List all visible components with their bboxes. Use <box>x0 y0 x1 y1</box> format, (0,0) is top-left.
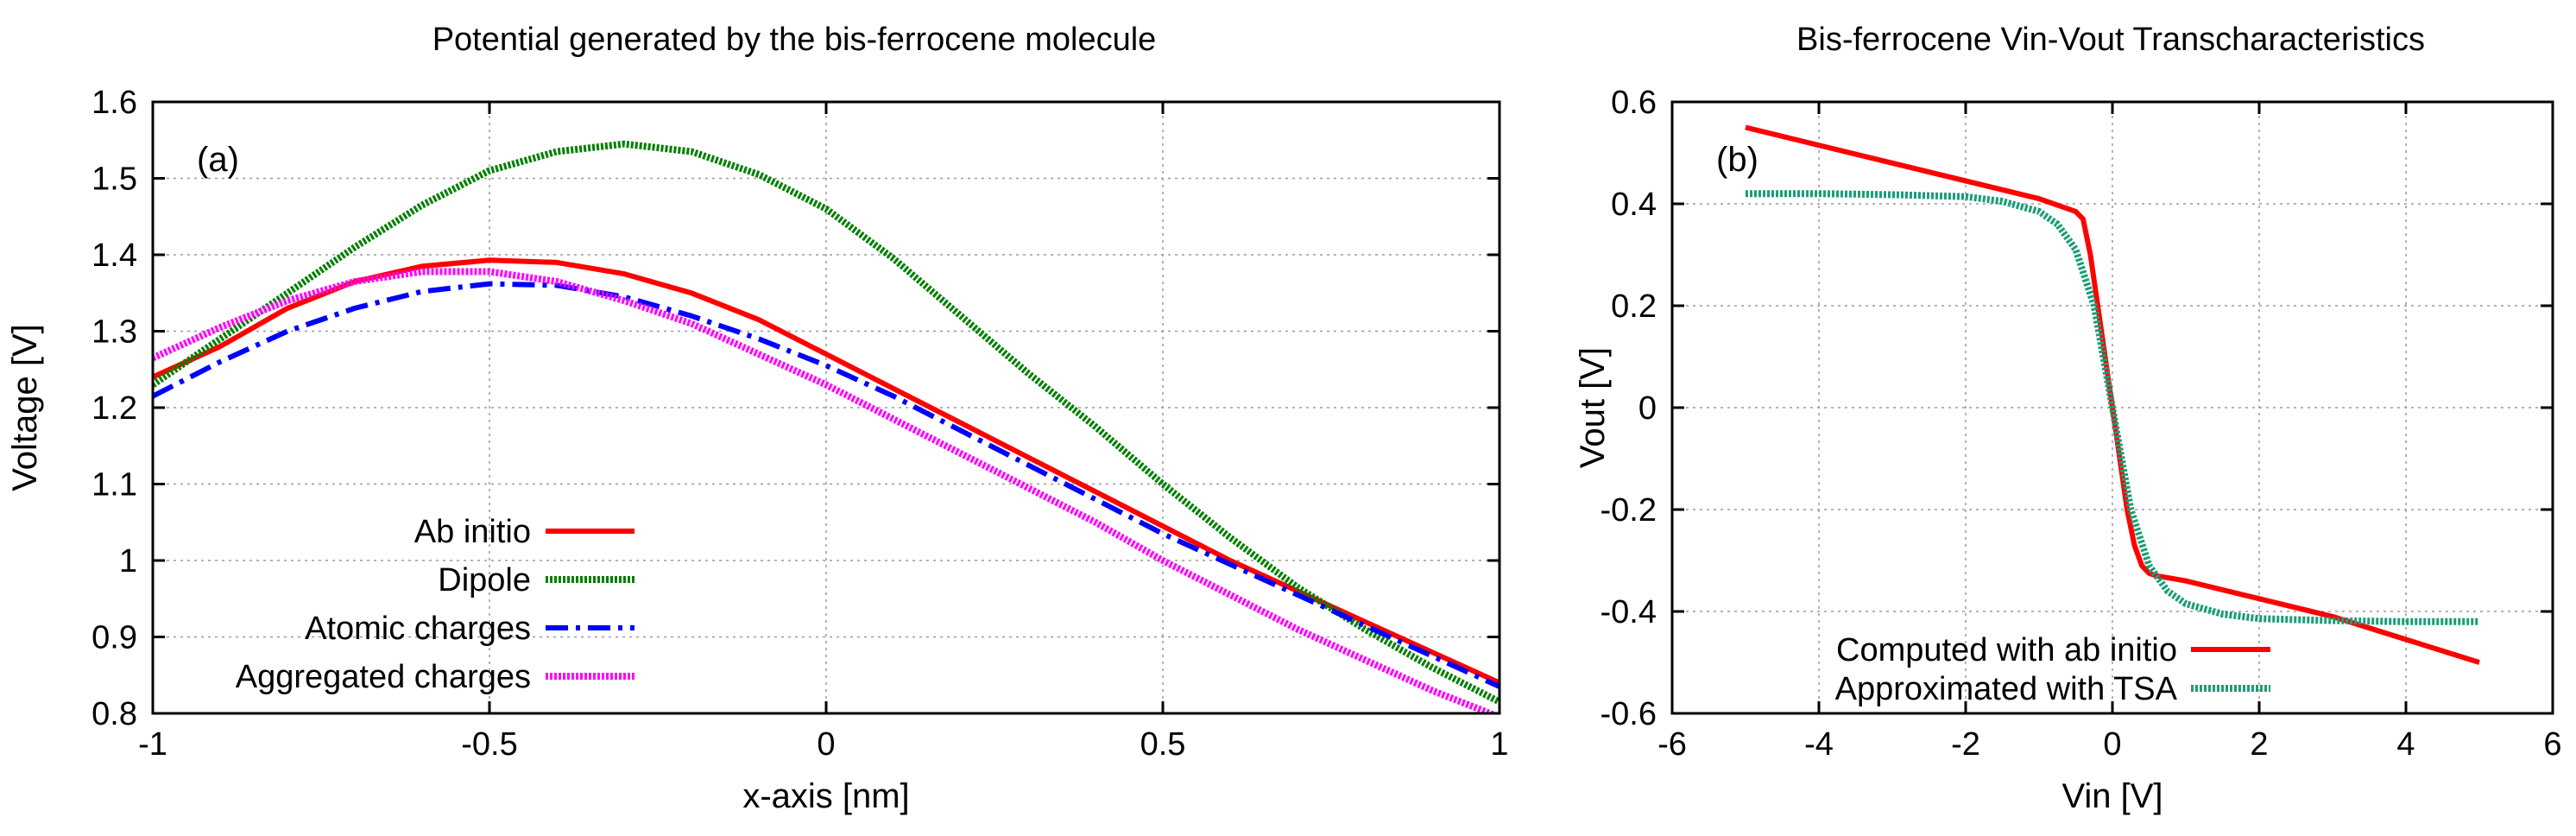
panel-b-legend-label: Computed with ab initio <box>1836 632 2177 668</box>
panel-a-ytick-label: 1.3 <box>92 314 137 351</box>
panel-a-ytick-label: 1.6 <box>92 85 137 121</box>
panel-a-legend-label: Atomic charges <box>305 611 531 647</box>
panel-a-xtick-label: 1 <box>1490 726 1508 763</box>
panel-a-legend: Ab initio Dipole Atomic charges Aggregated … <box>236 514 635 695</box>
panel-b-ytick-label: 0 <box>1638 390 1657 427</box>
panel-a-ytick-label: 0.8 <box>92 696 137 732</box>
panel-a-xtick-label: 0.5 <box>1140 726 1186 763</box>
panel-a-xtick-label: 0 <box>817 726 835 763</box>
panel-a-ytick-label: 1.4 <box>92 238 137 274</box>
panel-a-series-aggregated-charges <box>153 268 1500 713</box>
panel-a-legend-label: Ab initio <box>414 514 531 550</box>
panel-a-ytick-label: 1.5 <box>92 162 137 198</box>
panel-b-ytick-label: 0.6 <box>1611 85 1657 121</box>
panel-a-ytick-label: 1.1 <box>92 467 137 504</box>
panel-a-x-axis-label: x-axis [nm] <box>742 777 909 815</box>
panel-b-title: Bis-ferrocene Vin-Vout Transcharacterist… <box>1796 22 2425 58</box>
panel-b-xtick-label: 0 <box>2103 726 2121 763</box>
panel-b-annotation: (b) <box>1716 141 1758 179</box>
panel-a-ytick-label: 1.2 <box>92 390 137 427</box>
panel-a-xtick-label: -0.5 <box>461 726 517 763</box>
panel-b-xtick-label: 4 <box>2396 726 2415 763</box>
panel-b-legend-label: Approximated with TSA <box>1835 671 2178 707</box>
panel-a-series-atomic-charges <box>153 281 1500 689</box>
panel-a-y-axis-label: Voltage [V] <box>6 324 44 491</box>
panel-a: -1 -0.5 0 0.5 1 0.8 0.9 1 1.1 1.2 1.3 1.4 1.5 1.6 Pote… <box>6 22 1509 815</box>
panel-b-xtick-label: 2 <box>2250 726 2268 763</box>
panel-b-ytick-label: -0.2 <box>1601 492 1657 529</box>
panel-b-ytick-label: 0.4 <box>1611 187 1657 223</box>
panel-b-xtick-label: -4 <box>1804 726 1834 763</box>
panel-b-x-axis-label: Vin [V] <box>2061 777 2162 815</box>
panel-b-y-axis-label: Vout [V] <box>1574 347 1612 468</box>
panel-a-series-dipole <box>153 140 1500 706</box>
panel-b-xtick-label: -6 <box>1657 726 1687 763</box>
panel-a-legend-label: Dipole <box>438 562 531 598</box>
panel-a-legend-label: Aggregated charges <box>236 659 531 695</box>
panel-a-title: Potential generated by the bis-ferrocene… <box>432 22 1157 58</box>
panel-a-ytick-label: 0.9 <box>92 620 137 656</box>
panel-a-annotation: (a) <box>197 141 239 179</box>
panel-b-ytick-label: -0.4 <box>1601 594 1657 630</box>
panel-b: -6 -4 -2 0 2 4 6 -0.6 -0.4 -0.2 0 0.2 0.4 0.6 Bis-ferr… <box>1574 22 2562 815</box>
panel-b-series-approximated-with-tsa <box>1746 190 2479 625</box>
panel-b-xtick-label: -2 <box>1951 726 1980 763</box>
panel-b-ytick-label: -0.6 <box>1601 696 1657 732</box>
panel-a-xtick-label: -1 <box>138 726 167 763</box>
panel-b-xtick-label: 6 <box>2543 726 2561 763</box>
panel-b-ytick-label: 0.2 <box>1611 288 1657 325</box>
panel-a-ytick-label: 1 <box>119 543 137 580</box>
